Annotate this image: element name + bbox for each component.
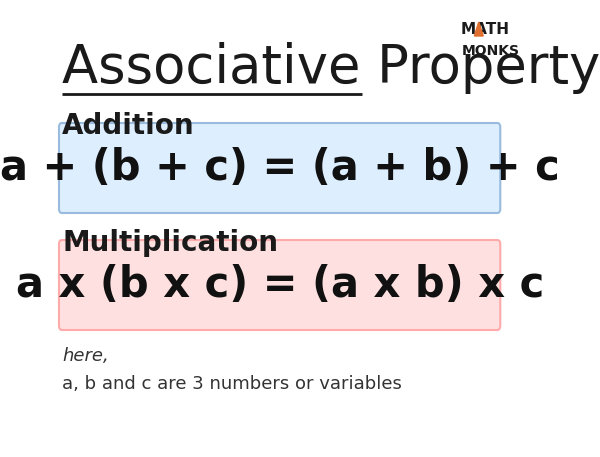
Text: Multiplication: Multiplication xyxy=(62,229,278,257)
Text: a + (b + c) = (a + b) + c: a + (b + c) = (a + b) + c xyxy=(0,147,560,189)
Text: Addition: Addition xyxy=(62,112,195,140)
FancyBboxPatch shape xyxy=(59,240,500,330)
Text: here,: here, xyxy=(62,347,109,365)
Polygon shape xyxy=(475,22,483,36)
Text: a x (b x c) = (a x b) x c: a x (b x c) = (a x b) x c xyxy=(16,264,544,306)
FancyBboxPatch shape xyxy=(59,123,500,213)
Text: MATH: MATH xyxy=(461,22,510,37)
Text: a, b and c are 3 numbers or variables: a, b and c are 3 numbers or variables xyxy=(62,375,402,393)
Text: Associative Property: Associative Property xyxy=(62,42,600,94)
Text: MONKS: MONKS xyxy=(461,44,520,58)
